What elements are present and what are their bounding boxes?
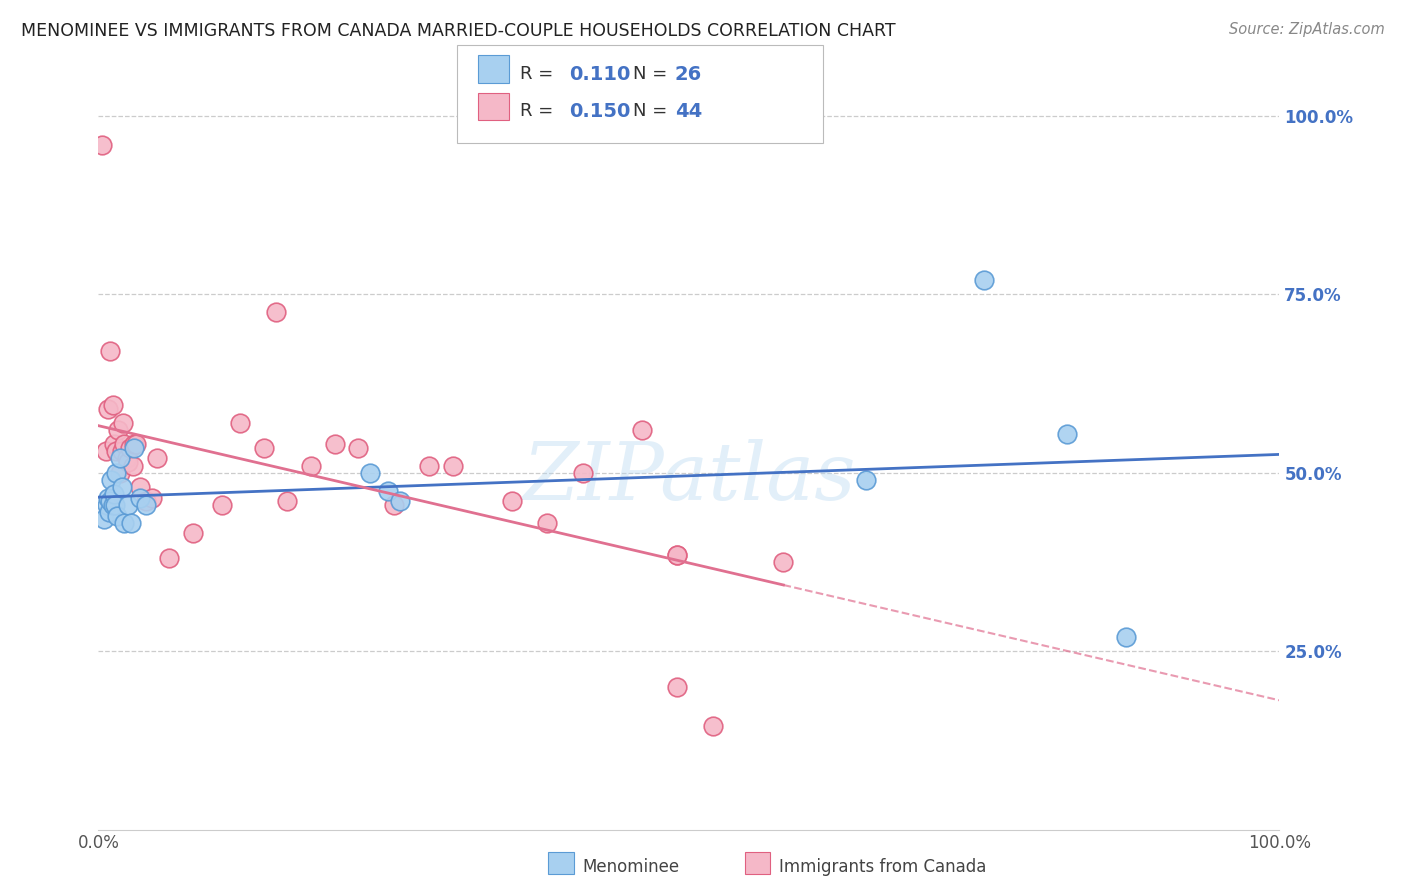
Point (135, 494, 157, 508)
Text: 0.110: 0.110 (569, 64, 631, 84)
Text: 44: 44 (675, 102, 702, 121)
Point (855, 473, 877, 487)
Point (105, 444, 128, 458)
Point (135, 498, 157, 512)
Point (347, 441, 370, 455)
Point (128, 480, 150, 494)
Point (630, 423, 652, 437)
Point (571, 466, 593, 480)
Text: 0.150: 0.150 (569, 102, 631, 121)
Point (388, 494, 411, 508)
Point (141, 491, 163, 505)
Point (97, 491, 120, 505)
Point (772, 555, 794, 569)
Point (98, 494, 121, 508)
Point (101, 398, 124, 412)
Point (501, 494, 523, 508)
Point (105, 508, 128, 523)
Point (1056, 426, 1078, 441)
Point (112, 516, 135, 530)
Point (157, 551, 180, 566)
Text: ZIPatlas: ZIPatlas (522, 439, 856, 516)
Point (666, 680, 689, 694)
Point (96, 498, 118, 512)
Point (104, 498, 127, 512)
Point (108, 466, 131, 480)
Point (211, 498, 233, 512)
Point (107, 423, 129, 437)
Point (382, 498, 405, 512)
Point (146, 451, 169, 466)
Point (377, 483, 399, 498)
Point (115, 451, 138, 466)
Point (117, 498, 139, 512)
Point (122, 441, 145, 455)
Point (97, 401, 120, 416)
Point (94, 444, 117, 458)
Point (101, 498, 124, 512)
Text: N =: N = (633, 65, 666, 83)
Text: R =: R = (520, 103, 554, 120)
Point (181, 526, 204, 541)
Point (111, 444, 134, 458)
Point (103, 437, 125, 451)
Text: Menominee: Menominee (582, 858, 679, 876)
Point (105, 466, 128, 480)
Text: Source: ZipAtlas.com: Source: ZipAtlas.com (1229, 22, 1385, 37)
Point (122, 437, 145, 451)
Point (323, 437, 346, 451)
Point (125, 437, 148, 451)
Point (93, 512, 115, 526)
Point (253, 441, 276, 455)
Point (98, 505, 121, 519)
Point (111, 480, 134, 494)
Point (121, 516, 143, 530)
Point (229, 416, 252, 430)
Point (536, 516, 558, 530)
Point (120, 441, 142, 455)
Text: 26: 26 (675, 64, 702, 84)
Point (128, 491, 150, 505)
Point (108, 451, 131, 466)
Point (276, 494, 298, 508)
Point (702, 719, 724, 733)
Point (100, 473, 122, 487)
Point (103, 487, 125, 501)
Point (117, 455, 139, 469)
Point (112, 437, 135, 451)
Point (91, 137, 114, 152)
Point (299, 458, 322, 473)
Point (666, 548, 689, 562)
Point (121, 458, 143, 473)
Text: MENOMINEE VS IMMIGRANTS FROM CANADA MARRIED-COUPLE HOUSEHOLDS CORRELATION CHART: MENOMINEE VS IMMIGRANTS FROM CANADA MARR… (21, 22, 896, 40)
Point (359, 466, 381, 480)
Point (418, 458, 440, 473)
Point (264, 305, 287, 319)
Text: R =: R = (520, 65, 554, 83)
Text: Immigrants from Canada: Immigrants from Canada (779, 858, 986, 876)
Text: N =: N = (633, 103, 666, 120)
Point (441, 458, 464, 473)
Point (98, 344, 121, 359)
Point (112, 416, 135, 430)
Point (1115, 630, 1137, 644)
Point (666, 548, 689, 562)
Point (973, 273, 995, 287)
